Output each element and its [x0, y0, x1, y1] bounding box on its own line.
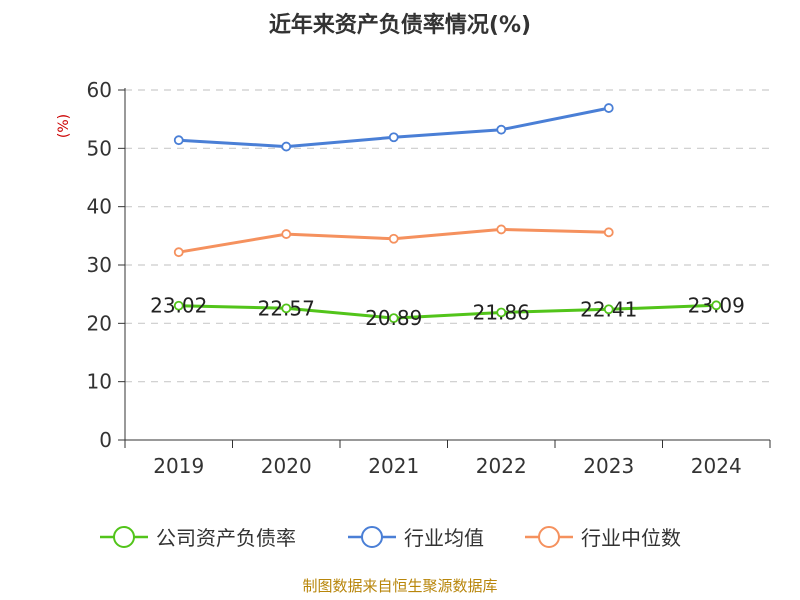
legend-label: 公司资产负债率: [156, 526, 296, 550]
legend-marker: [113, 526, 135, 548]
data-label: 20.89: [365, 306, 422, 330]
x-tick-label: 2019: [153, 454, 204, 478]
data-point: [281, 229, 292, 239]
data-point: [388, 233, 399, 244]
y-tick-label: 40: [87, 195, 112, 219]
data-label: 23.09: [688, 293, 745, 317]
legend-marker: [538, 526, 560, 548]
data-label: 21.86: [473, 300, 530, 324]
data-point: [281, 141, 292, 152]
y-axis-unit: (%): [56, 114, 72, 138]
legend-label: 行业中位数: [581, 526, 681, 550]
y-tick-label: 60: [87, 78, 112, 102]
x-tick-label: 2023: [583, 454, 634, 478]
axes: [118, 88, 771, 448]
data-label: 22.57: [258, 296, 315, 320]
data-label: 23.02: [150, 294, 207, 318]
y-tick-label: 20: [87, 311, 112, 335]
data-point: [603, 227, 614, 238]
data-point: [711, 300, 722, 311]
series-group: [173, 103, 722, 324]
data-point: [388, 313, 399, 324]
grid-lines: [125, 89, 770, 383]
data-point: [173, 247, 184, 258]
y-tick-label: 30: [87, 253, 112, 277]
x-tick-label: 2022: [476, 454, 527, 478]
tick-labels: 0 10 20 30 40 50 60 2019 2020 2021 2022 2023 2024: [87, 78, 742, 478]
series-line: [178, 303, 717, 320]
x-tick-label: 2024: [691, 454, 742, 478]
data-point: [388, 132, 399, 143]
source-note: 制图数据来自恒生聚源数据库: [302, 577, 497, 595]
y-tick-label: 0: [99, 428, 112, 452]
data-labels: 23.02 22.57 20.89 21.86 22.41 23.09: [150, 293, 745, 330]
data-point: [603, 103, 614, 113]
y-tick-label: 50: [87, 136, 112, 160]
y-tick-label: 10: [87, 370, 112, 394]
data-label: 22.41: [580, 297, 637, 321]
data-point: [173, 135, 184, 146]
data-point: [496, 307, 507, 318]
legend-label: 行业均值: [404, 526, 484, 550]
data-point: [281, 303, 292, 314]
data-point: [496, 124, 507, 135]
x-tick-label: 2020: [261, 454, 312, 478]
legend-marker: [361, 526, 383, 548]
legend: 公司资产负债率 行业均值 行业中位数: [100, 526, 681, 550]
data-point: [173, 300, 184, 311]
data-point: [603, 304, 614, 315]
x-tick-label: 2021: [368, 454, 419, 478]
chart-title: 近年来资产负债率情况(%): [269, 12, 531, 38]
data-point: [496, 224, 507, 235]
